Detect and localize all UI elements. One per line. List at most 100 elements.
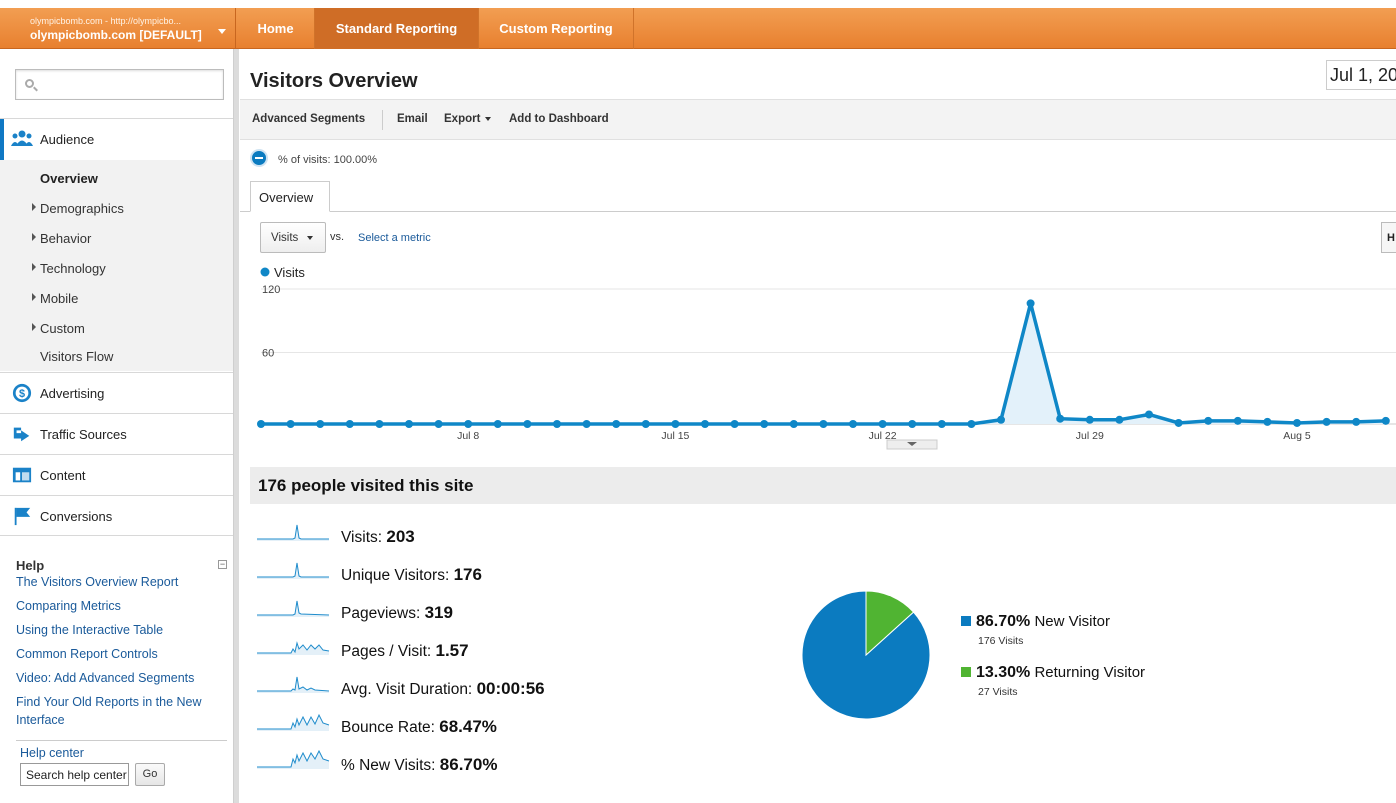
active-indicator xyxy=(0,119,4,160)
metric-label: Pages / Visit: xyxy=(341,643,436,660)
tab-standard-reporting[interactable]: Standard Reporting xyxy=(315,8,479,49)
triangle-right-icon xyxy=(32,233,36,241)
help-link[interactable]: Common Report Controls xyxy=(16,647,158,661)
legend-subtext: 27 Visits xyxy=(978,686,1018,698)
data-point xyxy=(1026,299,1035,308)
metric-row: Pageviews: 319 xyxy=(255,595,685,625)
legend-percent: 13.30% xyxy=(976,664,1031,681)
divider xyxy=(382,110,383,130)
legend-returning-visitor: 13.30% Returning Visitor 27 Visits xyxy=(961,664,1145,698)
series-line xyxy=(261,302,1386,426)
legend-subtext: 176 Visits xyxy=(978,635,1024,647)
legend-percent: 86.70% xyxy=(976,613,1031,630)
sidebar-item-overview[interactable]: Overview xyxy=(40,171,98,186)
visitor-type-pie-chart xyxy=(801,590,931,720)
data-point xyxy=(1056,414,1065,423)
sidebar: Audience Overview Demographics Behavior … xyxy=(0,49,233,803)
metric-value: 176 xyxy=(453,565,482,584)
chevron-down-icon xyxy=(307,235,314,240)
help-link[interactable]: Find Your Old Reports in the New Interfa… xyxy=(16,695,202,727)
sidebar-item-traffic-sources[interactable]: Traffic Sources xyxy=(0,413,233,454)
sparkline xyxy=(257,713,330,731)
metric-value: 203 xyxy=(386,527,415,546)
go-button[interactable]: Go xyxy=(135,763,165,786)
dollar-icon: $ xyxy=(12,383,32,403)
data-point xyxy=(316,420,325,428)
help-link[interactable]: The Visitors Overview Report xyxy=(16,575,179,589)
chart-options-button[interactable]: H xyxy=(1381,222,1396,253)
x-tick-label: Jul 29 xyxy=(1076,430,1104,442)
add-to-dashboard-button[interactable]: Add to Dashboard xyxy=(509,113,609,125)
date-range-picker[interactable]: Jul 1, 20 xyxy=(1326,60,1396,90)
data-point xyxy=(1233,416,1242,425)
metric-label: Bounce Rate: xyxy=(341,719,440,736)
sidebar-splitter[interactable] xyxy=(233,49,239,803)
data-point xyxy=(1174,418,1183,427)
metric-label: % New Visits: xyxy=(341,757,440,774)
metric-row: Visits: 203 xyxy=(255,519,685,549)
export-button[interactable]: Export xyxy=(444,113,492,125)
summary-bar: 176 people visited this site xyxy=(250,467,1396,504)
data-point xyxy=(819,420,828,428)
data-point xyxy=(789,420,798,428)
metric-text: Pages / Visit: 1.57 xyxy=(341,641,469,661)
help-center-link[interactable]: Help center xyxy=(20,746,84,760)
triangle-right-icon xyxy=(32,323,36,331)
x-tick-label: Jul 15 xyxy=(661,430,689,442)
sidebar-item-audience[interactable]: Audience xyxy=(0,118,233,160)
sidebar-item-content[interactable]: Content xyxy=(0,454,233,495)
data-point xyxy=(612,420,621,428)
data-point xyxy=(493,420,502,428)
tab-overview[interactable]: Overview xyxy=(250,181,330,212)
help-link[interactable]: Using the Interactive Table xyxy=(16,623,164,637)
metric-select[interactable]: Visits xyxy=(260,222,326,253)
top-nav-bar: olympicbomb.com - http://olympicbo... ol… xyxy=(0,8,1396,49)
help-link[interactable]: Comparing Metrics xyxy=(16,599,121,613)
sidebar-item-technology[interactable]: Technology xyxy=(40,261,106,276)
metric-value: 68.47% xyxy=(439,717,497,736)
metric-text: Unique Visitors: 176 xyxy=(341,565,482,585)
help-search-input[interactable]: Search help center xyxy=(20,763,129,786)
sidebar-item-label: Content xyxy=(40,468,86,483)
metric-label: Unique Visitors: xyxy=(341,567,454,584)
metric-text: Avg. Visit Duration: 00:00:56 xyxy=(341,679,545,699)
metric-row: Avg. Visit Duration: 00:00:56 xyxy=(255,671,685,701)
tab-home[interactable]: Home xyxy=(237,8,315,49)
audience-submenu: Overview Demographics Behavior Technolog… xyxy=(0,160,233,371)
data-point xyxy=(1381,416,1390,425)
data-point xyxy=(671,420,680,428)
people-icon xyxy=(11,130,33,146)
metric-row: Bounce Rate: 68.47% xyxy=(255,709,685,739)
metric-text: % New Visits: 86.70% xyxy=(341,755,497,775)
advanced-segments-button[interactable]: Advanced Segments xyxy=(252,113,366,125)
data-point xyxy=(1322,417,1331,426)
data-point xyxy=(405,420,413,428)
search-input[interactable] xyxy=(15,69,224,100)
metric-label: Avg. Visit Duration: xyxy=(341,681,477,698)
sidebar-item-advertising[interactable]: $ Advertising xyxy=(0,372,233,413)
y-tick-label: 60 xyxy=(262,348,274,360)
sidebar-item-visitors-flow[interactable]: Visitors Flow xyxy=(40,349,114,364)
data-point xyxy=(1145,410,1153,419)
sidebar-item-mobile[interactable]: Mobile xyxy=(40,291,79,306)
chevron-down-icon[interactable] xyxy=(218,29,226,34)
account-url: olympicbomb.com - http://olympicbo... xyxy=(30,16,182,26)
x-tick-label: Jul 8 xyxy=(457,430,479,442)
sidebar-item-demographics[interactable]: Demographics xyxy=(40,201,124,216)
collapse-icon[interactable]: − xyxy=(218,559,227,569)
help-link[interactable]: Video: Add Advanced Segments xyxy=(16,671,195,685)
sparkline xyxy=(257,749,330,769)
page-title: Visitors Overview xyxy=(250,70,418,92)
email-button[interactable]: Email xyxy=(397,113,428,125)
metric-text: Pageviews: 319 xyxy=(341,603,453,623)
legend-label: Visits xyxy=(274,265,305,280)
sidebar-item-custom[interactable]: Custom xyxy=(40,321,85,336)
select-metric-link[interactable]: Select a metric xyxy=(358,232,431,244)
y-tick-label: 120 xyxy=(262,284,280,296)
sidebar-item-conversions[interactable]: Conversions xyxy=(0,495,233,536)
sidebar-item-behavior[interactable]: Behavior xyxy=(40,231,92,246)
tab-custom-reporting[interactable]: Custom Reporting xyxy=(479,8,634,49)
account-selector[interactable]: olympicbomb.com - http://olympicbo... ol… xyxy=(0,8,236,49)
data-point xyxy=(553,420,561,428)
metric-label: Pageviews: xyxy=(341,605,425,622)
